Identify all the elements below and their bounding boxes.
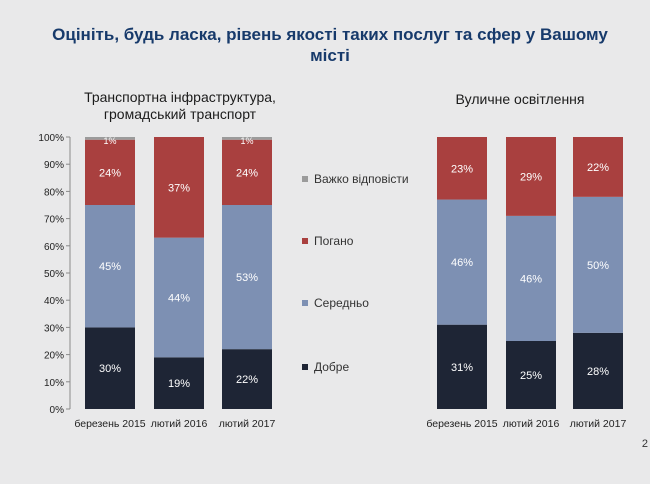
data-label: 31%	[451, 362, 473, 374]
data-label: 45%	[99, 261, 121, 273]
y-tick-label: 40%	[44, 296, 64, 307]
bar-segment-bad	[506, 137, 556, 216]
bar-segment-average	[506, 215, 556, 341]
x-category-label: лютий 2016	[503, 418, 560, 430]
bar-segment-bad	[154, 137, 204, 238]
y-tick-label: 20%	[44, 351, 64, 362]
page-number: 2	[641, 438, 648, 450]
bar-segment-average	[437, 199, 487, 325]
bar-segment-bad	[222, 139, 272, 205]
x-category-label: лютий 2016	[151, 418, 208, 430]
legend-swatch-hard-to-say	[302, 176, 308, 182]
bar-segment-good	[437, 324, 487, 409]
y-tick-label: 70%	[44, 215, 64, 226]
legend-label: Важко відповісти	[314, 172, 409, 186]
bar-segment-average	[154, 237, 204, 358]
page-title: Оцініть, будь ласка, рівень якості таких…	[52, 25, 608, 65]
data-label: 29%	[520, 171, 542, 183]
legend-swatch-bad	[302, 238, 308, 244]
data-label: 23%	[451, 163, 473, 175]
bar-segment-hard-to-say	[222, 137, 272, 140]
x-category-label: лютий 2017	[570, 418, 627, 430]
data-label: 1%	[240, 136, 253, 146]
data-label: 46%	[451, 257, 473, 269]
bar-segment-bad	[573, 137, 623, 197]
data-label: 53%	[236, 272, 258, 284]
data-label: 50%	[587, 260, 609, 272]
data-label: 28%	[587, 366, 609, 378]
data-label: 24%	[236, 167, 258, 179]
legend-label: Добре	[314, 360, 350, 374]
legend-label: Погано	[314, 234, 354, 248]
legend-swatch-good	[302, 364, 308, 370]
legend-item-bad: Погано	[302, 234, 353, 248]
chart-title-transport: Транспортна інфраструктура, громадський …	[84, 89, 276, 122]
y-tick-label: 80%	[44, 187, 64, 198]
data-label: 30%	[99, 363, 121, 375]
bar-segment-average	[573, 196, 623, 333]
data-label: 19%	[168, 378, 190, 390]
bar-segment-hard-to-say	[85, 137, 135, 140]
x-category-label: березень 2015	[74, 418, 145, 430]
legend-item-average: Середньо	[302, 296, 369, 310]
legend-label: Середньо	[314, 296, 369, 310]
y-tick-label: 0%	[50, 405, 65, 416]
y-tick-label: 60%	[44, 242, 64, 253]
bar-segment-bad	[437, 137, 487, 200]
y-tick-label: 30%	[44, 323, 64, 334]
bar-segment-average	[85, 205, 135, 328]
legend-item-hard-to-say: Важко відповісти	[302, 172, 409, 186]
chart-title-lighting: Вуличне освітлення	[455, 91, 585, 107]
y-tick-label: 90%	[44, 160, 64, 171]
bar-segment-average	[222, 205, 272, 350]
y-tick-label: 100%	[38, 133, 64, 144]
bar-segment-bad	[85, 139, 135, 205]
data-label: 44%	[168, 292, 190, 304]
x-category-label: березень 2015	[426, 418, 497, 430]
data-label: 46%	[520, 273, 542, 285]
legend-swatch-average	[302, 300, 308, 306]
bar-segment-good	[154, 357, 204, 409]
bar-segment-good	[573, 332, 623, 409]
data-label: 25%	[520, 370, 542, 382]
legend-item-good: Добре	[302, 360, 349, 374]
data-label: 37%	[168, 182, 190, 194]
y-tick-label: 10%	[44, 378, 64, 389]
y-tick-label: 50%	[44, 269, 64, 280]
x-category-label: лютий 2017	[219, 418, 276, 430]
bar-segment-good	[506, 341, 556, 409]
data-label: 22%	[587, 162, 609, 174]
data-label: 24%	[99, 167, 121, 179]
data-label: 22%	[236, 374, 258, 386]
bar-segment-good	[85, 327, 135, 409]
data-label: 1%	[103, 136, 116, 146]
bar-segment-good	[222, 349, 272, 409]
